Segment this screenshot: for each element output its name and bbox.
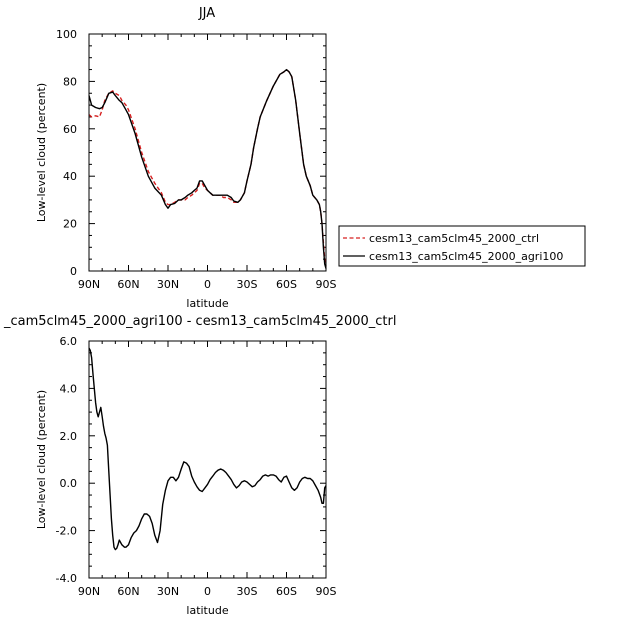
- chart-bottom-ticks: 90N 60N 30N 0 30S 60S 90S -4.0 -2.0 0.0 2.0 4.0 6.0: [56, 335, 337, 598]
- chart-top-xtick-label: 60N: [117, 278, 139, 291]
- chart-top-xtick-label: 90N: [78, 278, 100, 291]
- chart-top-legend: cesm13_cam5clm45_2000_ctrl cesm13_cam5cl…: [338, 225, 586, 267]
- chart-top-series-line-1: [88, 68, 327, 269]
- chart-bottom-xtick-label: 0: [204, 585, 211, 598]
- chart-bottom-ytick-label: 2.0: [60, 430, 78, 443]
- chart-bottom-xtick-label: 90N: [78, 585, 100, 598]
- chart-bottom: _cam5clm45_2000_agri100 - cesm13_cam5clm…: [3, 314, 396, 617]
- chart-bottom-ylabel: Low-level cloud (percent): [35, 390, 48, 529]
- chart-top-series: [88, 68, 327, 269]
- chart-bottom-xtick-label: 60S: [276, 585, 297, 598]
- chart-bottom-ytick-label: 4.0: [60, 382, 78, 395]
- chart-top-xtick-label: 60S: [276, 278, 297, 291]
- chart-top-ytick-label: 100: [56, 28, 77, 41]
- chart-bottom-xtick-label: 90S: [316, 585, 337, 598]
- chart-bottom-ytick-label: 6.0: [60, 335, 78, 348]
- chart-bottom-ytick-label: -2.0: [56, 525, 77, 538]
- chart-bottom-series-line-0: [88, 347, 327, 551]
- chart-bottom-xtick-label: 30S: [237, 585, 258, 598]
- chart-bottom-xtick-label: 60N: [117, 585, 139, 598]
- chart-top-plot-frame: [88, 33, 327, 272]
- chart-top-xtick-label: 0: [204, 278, 211, 291]
- chart-top-xtick-label: 90S: [316, 278, 337, 291]
- chart-top-ylabel: Low-level cloud (percent): [35, 83, 48, 222]
- chart-top-ytick-label: 40: [63, 170, 77, 183]
- chart-top-ytick-label: 80: [63, 75, 77, 88]
- legend-label-agri100: cesm13_cam5clm45_2000_agri100: [369, 250, 563, 263]
- chart-bottom-plot-frame: [88, 340, 327, 579]
- chart-top-xlabel: latitude: [186, 297, 228, 310]
- chart-top-series-line-0: [88, 68, 327, 267]
- chart-top-ytick-label: 60: [63, 123, 77, 136]
- chart-top-title: JJA: [198, 6, 215, 21]
- chart-bottom-xtick-label: 30N: [157, 585, 179, 598]
- chart-bottom-series: [88, 347, 327, 551]
- chart-top: JJA latitude Low-level cloud (percent) 9…: [35, 6, 337, 310]
- chart-bottom-ytick-label: 0.0: [60, 477, 78, 490]
- chart-top-ytick-label: 20: [63, 218, 77, 231]
- chart-top-ytick-label: 0: [70, 265, 77, 278]
- chart-bottom-xlabel: latitude: [186, 604, 228, 617]
- chart-top-xtick-label: 30S: [237, 278, 258, 291]
- chart-bottom-ytick-label: -4.0: [56, 572, 77, 585]
- chart-bottom-title: _cam5clm45_2000_agri100 - cesm13_cam5clm…: [3, 314, 396, 329]
- legend-box: [338, 225, 586, 267]
- legend-label-ctrl: cesm13_cam5clm45_2000_ctrl: [369, 232, 539, 245]
- chart-top-ticks: 90N 60N 30N 0 30S 60S 90S 0 20 40 60 80 100: [56, 28, 337, 291]
- chart-top-xtick-label: 30N: [157, 278, 179, 291]
